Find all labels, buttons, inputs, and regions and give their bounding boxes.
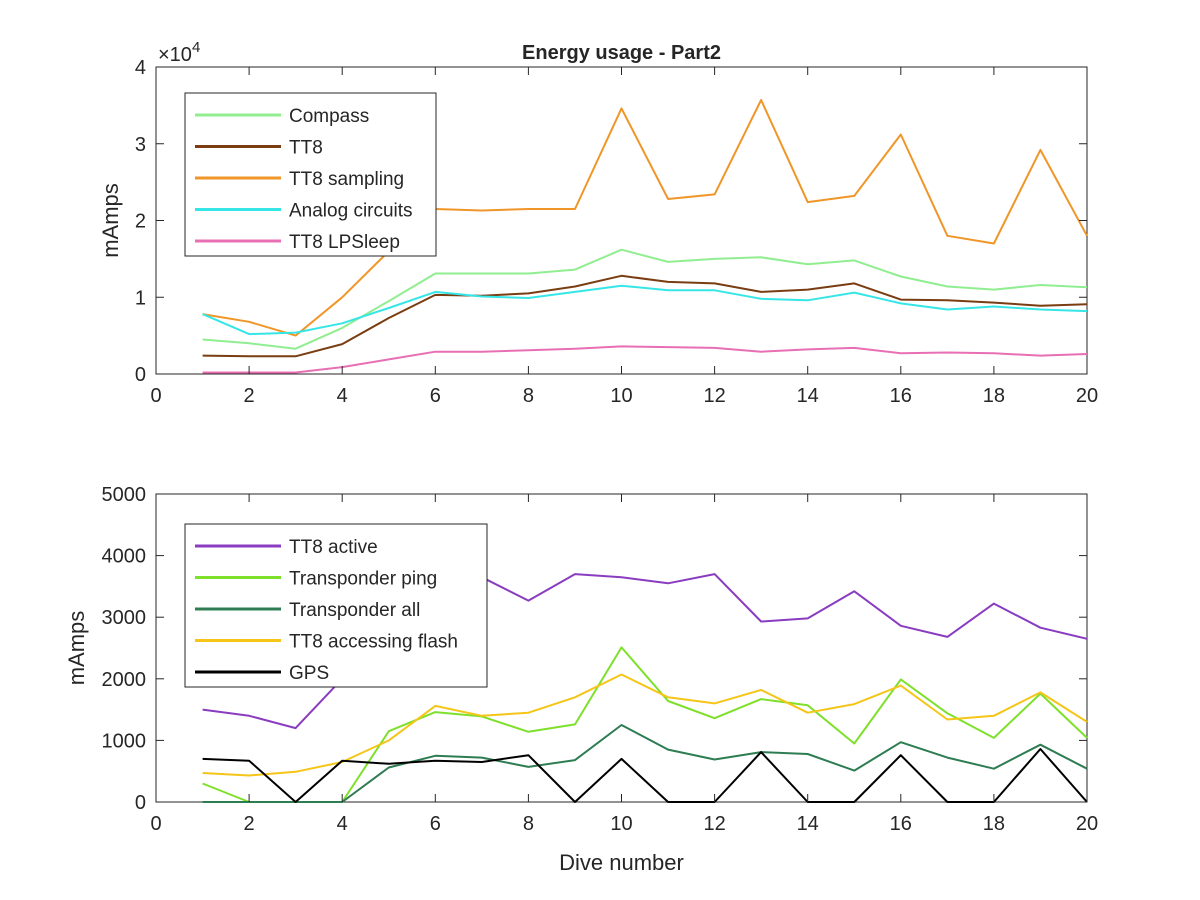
x-tick-label: 12 <box>703 385 725 407</box>
y-tick-label: 2000 <box>102 669 147 691</box>
x-tick-label: 20 <box>1076 813 1098 835</box>
x-tick-label: 6 <box>430 385 441 407</box>
y-tick-label: 5000 <box>102 484 147 506</box>
exponent-base: ×10 <box>158 44 192 66</box>
x-tick-label: 14 <box>797 385 819 407</box>
series-line-2 <box>202 99 1088 337</box>
x-tick-label: 12 <box>703 813 725 835</box>
y-tick-label: 4000 <box>102 546 147 568</box>
x-tick-label: 18 <box>983 385 1005 407</box>
series-line-1 <box>202 646 1088 803</box>
x-tick-label: 16 <box>890 813 912 835</box>
legend-box <box>184 92 437 257</box>
legend-label-4: TT8 LPSleep <box>289 232 400 253</box>
legend-label-3: TT8 accessing flash <box>289 632 458 653</box>
y-exponent-label: ×104 <box>158 39 200 66</box>
y-tick-label: 0 <box>135 364 146 386</box>
y-tick-label: 1 <box>135 287 146 309</box>
legend-label-3: Analog circuits <box>289 201 413 222</box>
x-tick-label: 2 <box>244 385 255 407</box>
x-tick-label: 2 <box>244 813 255 835</box>
x-tick-label: 8 <box>523 385 534 407</box>
y-tick-label: 0 <box>135 792 146 814</box>
x-tick-label: 10 <box>610 385 632 407</box>
chart-title: Energy usage - Part2 <box>522 42 721 64</box>
x-tick-label: 8 <box>523 813 534 835</box>
x-axis-label: Dive number <box>559 850 684 875</box>
y-axis-label: mAmps <box>64 611 89 686</box>
x-tick-label: 18 <box>983 813 1005 835</box>
series-line-4 <box>202 345 1088 374</box>
y-tick-label: 3 <box>135 134 146 156</box>
series-line-0 <box>202 248 1088 350</box>
x-tick-label: 4 <box>337 385 348 407</box>
legend-label-2: TT8 sampling <box>289 169 404 190</box>
legend-label-1: TT8 <box>289 138 323 159</box>
series-line-1 <box>202 274 1088 358</box>
x-tick-label: 0 <box>150 813 161 835</box>
x-tick-label: 16 <box>890 385 912 407</box>
x-tick-label: 20 <box>1076 385 1098 407</box>
series-line-2 <box>202 724 1088 803</box>
y-tick-label: 2 <box>135 211 146 233</box>
legend-label-2: Transponder all <box>289 600 420 621</box>
legend-label-4: GPS <box>289 663 329 684</box>
series-line-3 <box>202 673 1088 777</box>
x-tick-label: 4 <box>337 813 348 835</box>
y-tick-label: 1000 <box>102 730 147 752</box>
exponent-power: 4 <box>192 39 200 56</box>
series-line-4 <box>202 748 1088 803</box>
x-tick-label: 6 <box>430 813 441 835</box>
legend-box <box>184 523 488 688</box>
series-line-3 <box>202 284 1088 336</box>
y-tick-label: 4 <box>135 57 146 79</box>
y-tick-label: 3000 <box>102 607 147 629</box>
x-tick-label: 10 <box>610 813 632 835</box>
legend-label-0: TT8 active <box>289 537 378 558</box>
x-tick-label: 0 <box>150 385 161 407</box>
x-tick-label: 14 <box>797 813 819 835</box>
legend-label-1: Transponder ping <box>289 569 437 590</box>
y-axis-label: mAmps <box>98 183 123 258</box>
bottom-axes: 0 2 4 6 8 10 12 14 16 18 20 0 1000 2000 3000 4000 5000 mA… <box>64 484 1098 875</box>
legend-label-0: Compass <box>289 106 369 127</box>
